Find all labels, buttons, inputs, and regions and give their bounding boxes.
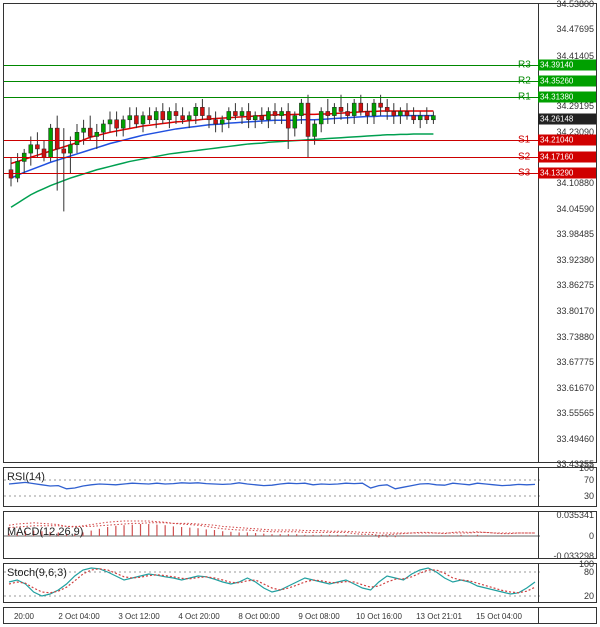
stoch-y-axis: 1008020 xyxy=(538,564,596,602)
sr-value-box-r2: 34.35260 xyxy=(538,76,596,87)
rsi-tick-label: 100 xyxy=(579,463,594,473)
x-tick-label: 4 Oct 20:00 xyxy=(178,612,219,621)
x-tick-label: 9 Oct 08:00 xyxy=(298,612,339,621)
price-tick-label: 33.49460 xyxy=(556,434,594,444)
price-tick-label: 33.55565 xyxy=(556,408,594,418)
macd-panel[interactable]: MACD(12,26,9) 0.0353410-0.033298 xyxy=(3,511,597,559)
rsi-plot xyxy=(4,468,540,508)
macd-y-axis: 0.0353410-0.033298 xyxy=(538,512,596,558)
sr-line-s2 xyxy=(4,157,540,158)
price-tick-label: 33.86275 xyxy=(556,280,594,290)
x-tick-label: 3 Oct 12:00 xyxy=(118,612,159,621)
x-tick-label: 15 Oct 04:00 xyxy=(476,612,522,621)
x-tick-label: 13 Oct 21:01 xyxy=(416,612,462,621)
x-tick-label: 20:00 xyxy=(14,612,34,621)
sr-value-box-s1: 34.21040 xyxy=(538,135,596,146)
price-tick-label: 33.73880 xyxy=(556,332,594,342)
price-plot xyxy=(4,4,540,464)
price-tick-label: 34.53800 xyxy=(556,0,594,9)
price-y-axis: 34.5380034.4769534.4140534.2919534.23090… xyxy=(538,4,596,462)
price-tick-label: 34.29195 xyxy=(556,101,594,111)
macd-label: MACD(12,26,9) xyxy=(7,526,83,538)
sr-value-box-s2: 34.17160 xyxy=(538,151,596,162)
sr-line-r3 xyxy=(4,65,540,66)
price-tick-label: 34.10880 xyxy=(556,178,594,188)
rsi-label: RSI(14) xyxy=(7,471,45,483)
current-price-box: 34.26148 xyxy=(538,114,596,125)
sr-label-r3: R3 xyxy=(518,60,531,71)
price-tick-label: 34.47695 xyxy=(556,24,594,34)
price-panel[interactable]: 34.5380034.4769534.4140534.2919534.23090… xyxy=(3,3,597,463)
x-axis-right-border xyxy=(538,608,596,623)
x-axis-panel: 20:00 2 Oct 04:00 3 Oct 12:00 4 Oct 20:00 8 … xyxy=(3,607,597,624)
sr-label-s3: S3 xyxy=(518,167,530,178)
sr-line-s1 xyxy=(4,140,540,141)
price-tick-label: 33.61670 xyxy=(556,383,594,393)
sr-value-box-s3: 34.13290 xyxy=(538,167,596,178)
macd-tick-label: 0.035341 xyxy=(556,510,594,520)
price-tick-label: 34.04590 xyxy=(556,204,594,214)
price-tick-label: 33.80170 xyxy=(556,306,594,316)
sr-label-r2: R2 xyxy=(518,76,531,87)
stoch-label: Stoch(9,6,3) xyxy=(7,567,67,579)
price-tick-label: 33.98485 xyxy=(556,229,594,239)
sr-value-box-r1: 34.31380 xyxy=(538,92,596,103)
sr-line-r1 xyxy=(4,97,540,98)
rsi-y-axis: 1007030 xyxy=(538,468,596,506)
stoch-plot xyxy=(4,564,540,604)
sr-label-r1: R1 xyxy=(518,92,531,103)
rsi-panel[interactable]: RSI(14) 1007030 xyxy=(3,467,597,507)
stoch-tick-label: 80 xyxy=(584,567,594,577)
stoch-tick-label: 20 xyxy=(584,591,594,601)
price-tick-label: 33.92380 xyxy=(556,255,594,265)
rsi-tick-label: 30 xyxy=(584,491,594,501)
rsi-tick-label: 70 xyxy=(584,475,594,485)
x-tick-label: 2 Oct 04:00 xyxy=(58,612,99,621)
price-tick-label: 33.67775 xyxy=(556,357,594,367)
sr-label-s2: S2 xyxy=(518,151,530,162)
sr-label-s1: S1 xyxy=(518,135,530,146)
x-tick-label: 8 Oct 00:00 xyxy=(238,612,279,621)
sr-line-s3 xyxy=(4,173,540,174)
macd-tick-label: 0 xyxy=(589,531,594,541)
chart-container: 34.5380034.4769534.4140534.2919534.23090… xyxy=(0,0,600,627)
x-tick-label: 10 Oct 16:00 xyxy=(356,612,402,621)
sr-line-r2 xyxy=(4,81,540,82)
sr-value-box-r3: 34.39140 xyxy=(538,60,596,71)
macd-plot xyxy=(4,512,540,560)
stoch-panel[interactable]: Stoch(9,6,3) 1008020 xyxy=(3,563,597,603)
